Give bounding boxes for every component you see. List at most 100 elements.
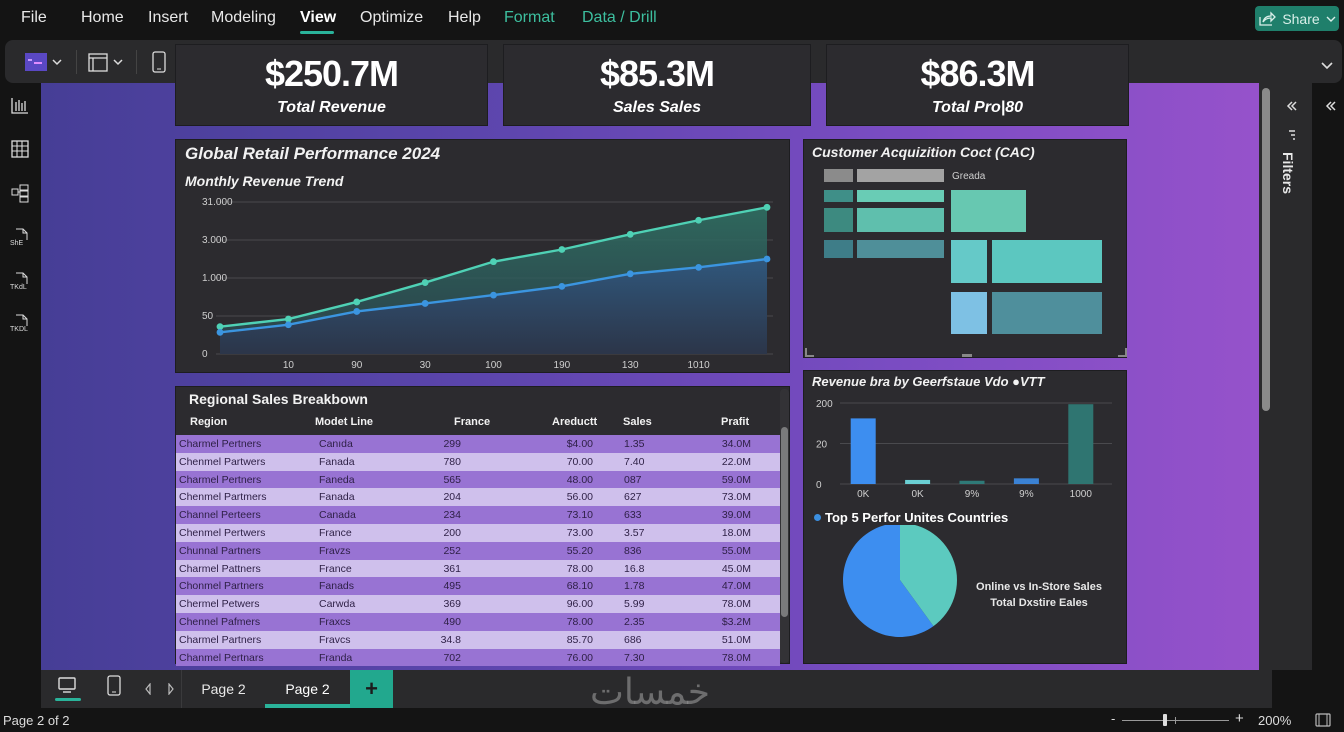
table-cell: Charmel Pertners — [179, 438, 262, 450]
filters-label[interactable]: Filters — [1280, 152, 1296, 195]
zoom-out-button[interactable]: - — [1111, 711, 1116, 726]
dax-query-button[interactable]: ShE — [10, 227, 30, 247]
svg-text:TKDL: TKDL — [10, 326, 28, 333]
table-row[interactable]: Chunnal Partners Fravzs 252 55.20 836 55.0M — [176, 541, 780, 560]
column-header[interactable]: Prafit — [721, 416, 750, 428]
next-page-icon[interactable] — [167, 683, 175, 695]
menu-format[interactable]: Format — [504, 9, 555, 26]
regional-sales-table[interactable]: Regional Sales Breakbown Region Modet Li… — [175, 386, 790, 667]
data-point — [216, 323, 224, 331]
model-view-button[interactable] — [10, 183, 30, 203]
table-cell: 73.10 — [566, 509, 593, 522]
chevron-down-icon — [1326, 16, 1336, 22]
column-header[interactable]: Areductt — [552, 416, 598, 428]
collapse-filters-icon[interactable] — [1286, 101, 1298, 111]
theme-picker-button[interactable] — [25, 51, 69, 78]
table-cell: 68.10 — [566, 580, 593, 593]
x-tick-label: 190 — [554, 360, 571, 371]
x-tick-label: 9% — [965, 489, 980, 500]
table-view-button[interactable] — [10, 139, 30, 159]
chart-subtitle: Monthly Revenue Trend — [185, 173, 344, 189]
menu-optimize[interactable]: Optimize — [360, 9, 424, 26]
menu-view[interactable]: View — [300, 9, 337, 26]
table-row[interactable]: Chanmel Pertnars Franda 702 76.00 7.30 78.0M — [176, 648, 780, 667]
table-cell: Fanads — [319, 580, 355, 593]
menu-file[interactable]: File — [21, 9, 47, 26]
kpi-card-total-revenue[interactable]: $250.7M Total Revenue — [175, 44, 488, 126]
menu-bar: File Home Insert Modeling View Optimize … — [0, 0, 1344, 38]
expand-pane-icon[interactable] — [1325, 101, 1337, 111]
table-cell: 51.0M — [721, 633, 751, 646]
filters-pane[interactable] — [1272, 83, 1312, 670]
table-row[interactable]: Charmel Pattners France 361 78.00 16.8 45.0M — [176, 559, 780, 578]
zoom-slider-thumb[interactable] — [1162, 714, 1167, 726]
column-header[interactable]: Region — [190, 416, 228, 428]
menu-help[interactable]: Help — [448, 9, 481, 26]
table-row[interactable]: Chenmel Pertwers France 200 73.00 3.57 18.0M — [176, 523, 780, 542]
table-row[interactable]: Charmel Pertners Faneda 565 48.00 087 59.0M — [176, 470, 780, 489]
fit-to-page-icon[interactable] — [1315, 713, 1331, 727]
table-scrollbar-thumb[interactable] — [781, 427, 788, 617]
mobile-layout-button[interactable] — [152, 51, 166, 78]
canvas-scrollbar-thumb[interactable] — [1262, 88, 1270, 411]
table-cell: Fanada — [319, 491, 355, 504]
data-point — [284, 315, 292, 323]
panel-title: Global Retail Performance 2024 — [185, 144, 441, 163]
column-header[interactable]: France — [454, 416, 491, 428]
page-view-button[interactable] — [88, 51, 128, 78]
bar-pie-panel[interactable]: Revenue bra by Geerfstaue Vdo ●VTT 0 20 20… — [803, 370, 1127, 664]
zoom-in-button[interactable]: + — [1235, 710, 1244, 727]
table-row[interactable]: Channel Perteers Canada 234 73.10 633 39.0M — [176, 506, 780, 524]
menu-insert[interactable]: Insert — [148, 9, 189, 26]
menu-data-drill[interactable]: Data / Drill — [582, 9, 657, 26]
y-tick-label: 200 — [816, 399, 833, 410]
table-cell: Charmel Pertners — [179, 473, 262, 486]
ribbon-expand-button[interactable] — [1321, 57, 1333, 75]
x-tick-label: 0K — [857, 489, 870, 500]
line-chart-panel[interactable]: Global Retail Performance 2024 Monthly R… — [175, 139, 790, 373]
previous-page-icon[interactable] — [144, 683, 152, 695]
table-row[interactable]: Charmel Partners Fravcs 34.8 85.70 686 51.0M — [176, 630, 780, 649]
zoom-level[interactable]: 200% — [1258, 713, 1292, 728]
table-cell: $4.00 — [566, 438, 593, 450]
column-header[interactable]: Sales — [623, 416, 652, 428]
bar — [850, 418, 876, 484]
share-button[interactable]: Share — [1255, 6, 1339, 31]
report-view-button[interactable] — [10, 95, 30, 115]
pie-slice — [843, 525, 934, 637]
kpi-card-sales[interactable]: $85.3M Sales Sales — [503, 44, 811, 126]
panel-title: Customer Acquizition Coct (CAC) — [812, 144, 1035, 160]
cac-matrix-panel[interactable]: Customer Acquizition Coct (CAC) Greada — [803, 139, 1127, 358]
cac-block — [951, 292, 987, 334]
tmdl-file-button[interactable]: TKDL — [10, 313, 30, 333]
table-row[interactable]: Chennel Pafmers Fraxcs 490 78.00 2.35 $3.2M — [176, 612, 780, 631]
table-cell: Fravzs — [319, 544, 351, 557]
menu-modeling[interactable]: Modeling — [211, 9, 276, 26]
tmdl-view-button[interactable]: TKdL — [10, 271, 30, 291]
page-tab-active[interactable]: Page 2 — [265, 670, 350, 708]
table-row[interactable]: Chenmel Partwers Fanada 780 70.00 7.40 22.0M — [176, 452, 780, 471]
desktop-layout-button[interactable] — [55, 676, 81, 703]
table-row[interactable]: Chonmel Partners Fanads 495 68.10 1.78 47.0M — [176, 577, 780, 596]
data-point — [490, 258, 497, 266]
data-point — [763, 255, 771, 263]
table-row[interactable]: Chenmel Partmers Fanada 204 56.00 627 73.0M — [176, 488, 780, 507]
pie-chart-heading: Top 5 Perfor Unites Countries — [814, 510, 1008, 525]
dax-query-icon: ShE — [10, 228, 28, 247]
column-header[interactable]: Modet Line — [315, 416, 374, 428]
table-row[interactable]: Chermel Petwers Carwda 369 96.00 5.99 78.0M — [176, 595, 780, 613]
mobile-layout-toggle[interactable] — [107, 675, 121, 702]
bar — [905, 479, 931, 484]
share-icon — [1259, 10, 1277, 26]
resize-handle — [805, 348, 1127, 357]
table-row[interactable]: Charmel Pertners Canıda 299 $4.00 1.35 34.0M — [176, 435, 780, 453]
active-layout-indicator — [55, 698, 81, 701]
y-tick-label: 20 — [816, 440, 828, 451]
add-page-button[interactable]: + — [350, 670, 393, 708]
kpi-card-total-profit[interactable]: $86.3M Total Pro|80 — [826, 44, 1129, 126]
table-cell: Chenmel Partmers — [179, 491, 267, 504]
table-cell: Chenmel Partwers — [179, 455, 266, 468]
menu-home[interactable]: Home — [81, 9, 124, 26]
table-cell: 73.0M — [721, 491, 751, 504]
page-tab[interactable]: Page 2 — [201, 681, 246, 697]
